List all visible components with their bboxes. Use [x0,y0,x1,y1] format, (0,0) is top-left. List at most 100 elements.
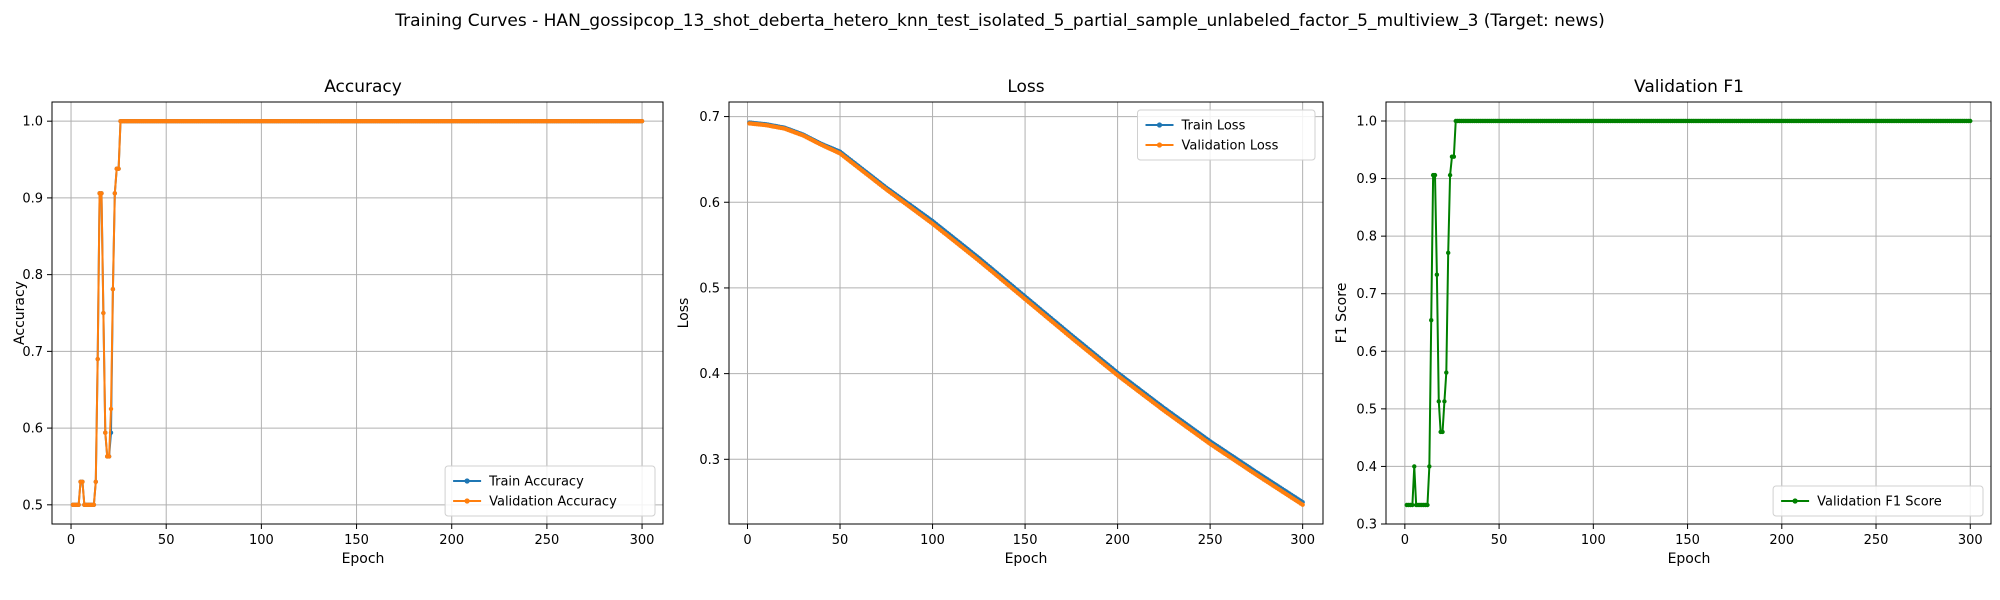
f1-legend-label-0: Validation F1 Score [1817,495,1942,510]
f1-x-tick-label: 250 [1864,533,1889,548]
loss-subplot: Loss Epoch Loss 0 50 100 150 200 250 300 0.3 0.4… [676,77,1324,567]
f1-series-0-point [1436,399,1441,404]
f1-y-tick-label: 0.4 [1356,460,1377,475]
accuracy-y-tick-label: 0.5 [22,498,43,513]
f1-y-tick-label: 0.7 [1356,287,1377,302]
accuracy-ylabel: Accuracy [12,281,28,345]
accuracy-series-1-point [95,356,100,362]
loss-plot-area: 0 50 100 150 200 250 300 0.3 0.4 0.5 0.6 0.7 Train L… [699,101,1324,548]
accuracy-legend-box [444,465,656,517]
f1-series-0-point [1427,464,1432,469]
accuracy-subplot: Accuracy Epoch Accuracy 0 50 100 150 200 250 3… [12,77,664,567]
accuracy-title: Accuracy [324,77,402,97]
f1-legend-marker-0 [1792,498,1798,504]
f1-legend-box [1772,485,1984,517]
f1-ylabel: F1 Score [1334,283,1350,344]
accuracy-y-tick-label: 0.9 [22,191,43,206]
f1-series-0-point [1446,250,1451,256]
f1-series-0-point [1429,318,1434,323]
loss-y-tick-label: 0.4 [699,367,720,382]
f1-series-0-point [1425,502,1430,508]
f1-subplot: Validation F1 Epoch F1 Score 0 50 100 150 20… [1334,77,1992,567]
f1-series-0-point [1434,272,1440,277]
accuracy-series-0-line [72,120,643,506]
accuracy-legend-marker-1 [464,498,470,504]
loss-legend-marker-1 [1156,142,1163,148]
accuracy-legend-marker-0 [464,478,470,484]
accuracy-series-1-line [72,120,643,506]
f1-series-0-point [1968,118,1973,124]
loss-y-tick-label: 0.6 [699,196,720,211]
f1-y-tick-label: 1.0 [1356,114,1377,129]
f1-x-tick-label: 100 [1581,533,1606,548]
loss-y-tick-label: 0.7 [699,110,720,125]
loss-series-0-line [749,121,1304,503]
accuracy-series-1-point [101,310,106,316]
f1-y-tick-label: 0.8 [1356,230,1377,245]
f1-x-tick-label: 0 [1401,533,1409,548]
f1-series-0-point [1410,502,1415,508]
accuracy-x-tick-label: 200 [439,533,464,548]
accuracy-series-1-point [93,479,98,484]
accuracy-series-1-point [116,166,121,171]
loss-ylabel: Loss [676,298,692,329]
f1-x-tick-label: 50 [1491,533,1508,548]
loss-legend: Train Loss Validation Loss [1137,109,1316,161]
f1-x-tick-label: 150 [1675,533,1700,548]
accuracy-series-1-point [106,454,112,459]
accuracy-x-tick-label: 50 [158,533,175,548]
loss-x-tick-label: 200 [1105,533,1130,548]
f1-y-tick-label: 0.9 [1356,172,1377,187]
f1-y-tick-label: 0.6 [1356,345,1377,360]
accuracy-series-1-point [91,502,97,508]
loss-legend-label-1: Validation Loss [1182,139,1279,154]
accuracy-y-tick-label: 0.7 [22,345,43,360]
loss-x-tick-label: 300 [1290,533,1315,548]
accuracy-legend: Train Accuracy Validation Accuracy [444,465,656,517]
f1-x-tick-label: 300 [1958,533,1983,548]
accuracy-axes-frame [51,101,664,525]
loss-legend-marker-0 [1156,122,1163,128]
loss-xlabel: Epoch [1005,551,1048,567]
accuracy-series-1-point [80,479,85,484]
f1-series-0-point [1442,399,1447,404]
accuracy-series-1-point [112,191,118,196]
f1-series-0-point [1444,370,1449,375]
loss-series-1-point [1300,502,1305,507]
loss-legend-box [1137,109,1316,161]
accuracy-series-1-point [108,406,114,412]
loss-x-tick-label: 250 [1198,533,1223,548]
loss-x-tick-label: 50 [832,533,849,548]
accuracy-xlabel: Epoch [342,551,385,567]
loss-x-tick-label: 100 [920,533,945,548]
f1-x-tick-label: 200 [1769,533,1794,548]
accuracy-y-tick-label: 1.0 [22,115,43,130]
accuracy-series-1-point [110,287,116,292]
loss-title: Loss [1007,77,1044,97]
accuracy-series-1-point [99,191,104,196]
f1-series-0-point [1451,154,1457,159]
loss-legend-label-0: Train Loss [1181,119,1246,134]
f1-series-0-point [1432,172,1438,178]
f1-axes-frame [1385,101,1992,525]
f1-legend: Validation F1 Score [1772,485,1984,517]
f1-y-tick-label: 0.5 [1356,402,1377,417]
accuracy-y-tick-label: 0.8 [22,268,43,283]
accuracy-legend-label-1: Validation Accuracy [489,495,617,510]
accuracy-y-tick-label: 0.6 [22,422,43,437]
accuracy-series-1-point [639,118,645,124]
f1-xlabel: Epoch [1668,551,1711,567]
accuracy-x-tick-label: 150 [344,533,369,548]
f1-y-tick-label: 0.3 [1356,518,1377,533]
loss-axes-frame [728,101,1324,525]
accuracy-plot-area: 0 50 100 150 200 250 300 0.5 0.6 0.7 0.8 0.9 1.0 Trai… [22,101,664,548]
loss-y-tick-label: 0.5 [699,281,720,296]
accuracy-series-1-point [103,430,108,435]
f1-plot-area: 0 50 100 150 200 250 300 0.3 0.4 0.5 0.6 0.7 0.8 0.9 1… [1356,101,1992,548]
accuracy-x-tick-label: 0 [67,533,75,548]
f1-series-0-point [1412,464,1417,469]
accuracy-x-tick-label: 250 [534,533,559,548]
accuracy-legend-label-0: Train Accuracy [488,475,584,490]
loss-x-tick-label: 0 [743,533,751,548]
